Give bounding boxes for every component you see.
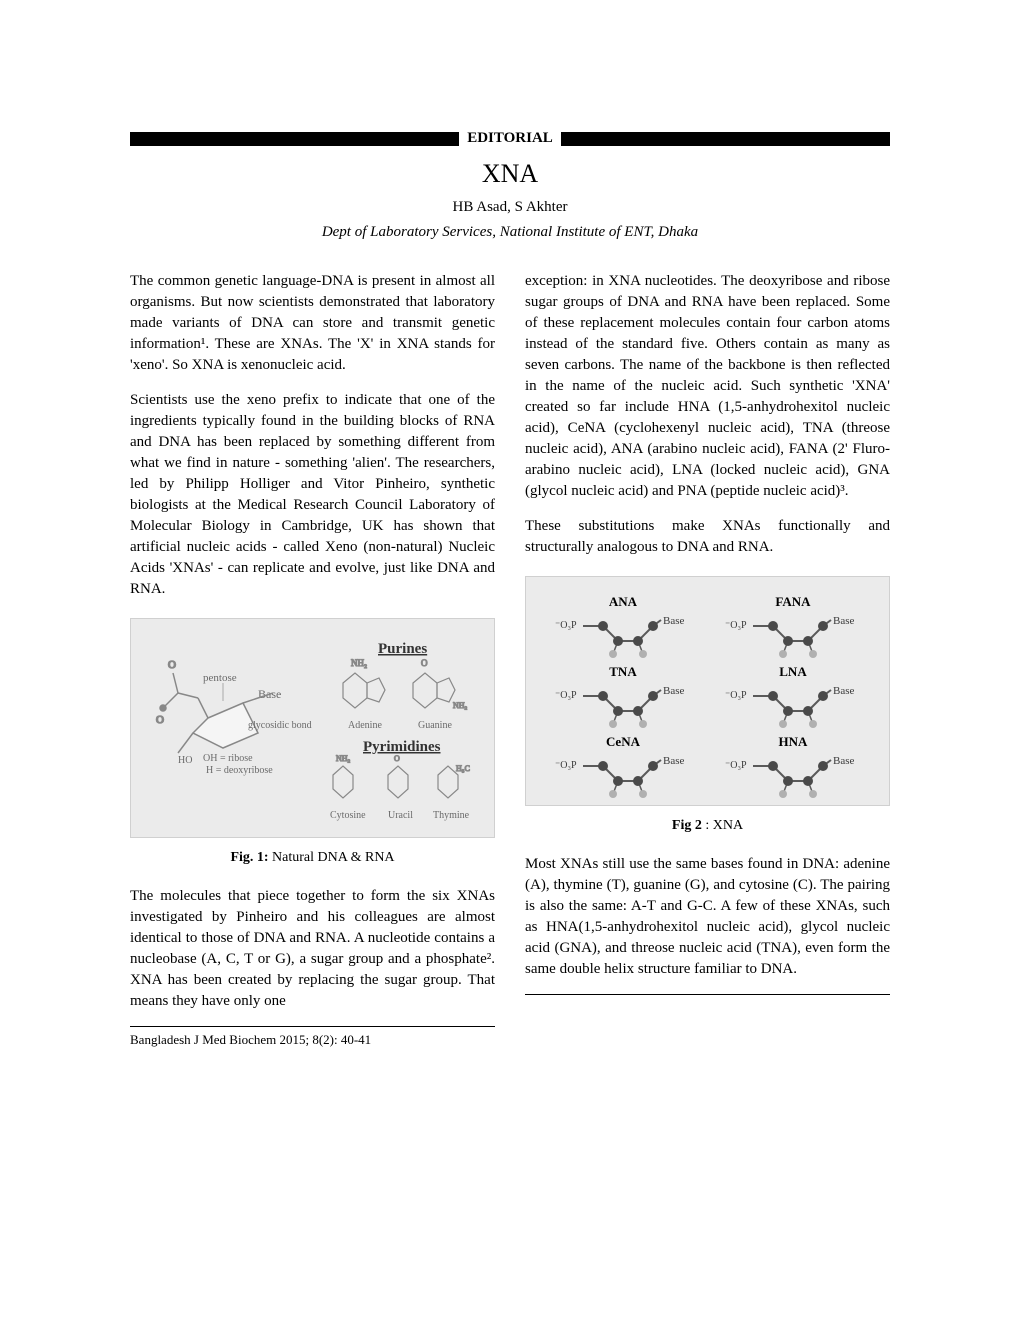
svg-text:FANA: FANA <box>775 594 811 609</box>
banner-bar-right <box>561 132 890 146</box>
para-left-1: The common genetic language-DNA is prese… <box>130 271 495 376</box>
article-title: XNA <box>130 159 890 189</box>
svg-text:Base: Base <box>833 685 855 697</box>
fig1-adenine-label: Adenine <box>348 720 382 731</box>
para-right-1: exception: in XNA nucleotides. The deoxy… <box>525 271 890 502</box>
para-left-3: The molecules that piece together to for… <box>130 886 495 1012</box>
svg-text:NH₂: NH₂ <box>351 658 367 668</box>
svg-text:⁻O₃P: ⁻O₃P <box>725 760 747 771</box>
svg-text:⁻O₃P: ⁻O₃P <box>555 620 577 631</box>
svg-text:NH₂: NH₂ <box>336 754 351 763</box>
svg-text:H₃C: H₃C <box>456 764 470 773</box>
fig1-caption-text: Natural DNA & RNA <box>269 850 395 865</box>
left-column: The common genetic language-DNA is prese… <box>130 271 495 1049</box>
right-column: exception: in XNA nucleotides. The deoxy… <box>525 271 890 1049</box>
svg-text:ANA: ANA <box>608 594 637 609</box>
affiliation: Dept of Laboratory Services, National In… <box>130 224 890 241</box>
editorial-label: EDITORIAL <box>459 130 561 147</box>
svg-text:CeNA: CeNA <box>606 734 641 749</box>
svg-text:HO: HO <box>178 755 192 766</box>
figure-2-container: ANA ⁻O₃P Base FANA ⁻O₃P Base TNA ⁻O₃P Base LNA ⁻O₃… <box>525 576 890 836</box>
article-header: EDITORIAL XNA HB Asad, S Akhter Dept of … <box>130 130 890 241</box>
fig1-guanine-label: Guanine <box>418 720 452 731</box>
fig2-caption-bold: Fig 2 <box>672 818 702 833</box>
fig1-pyrimidines-title: Pyrimidines <box>363 739 441 755</box>
fig1-purines-title: Purines <box>378 641 427 657</box>
para-left-2: Scientists use the xeno prefix to indica… <box>130 390 495 600</box>
svg-text:⁻O₃P: ⁻O₃P <box>725 620 747 631</box>
authors: HB Asad, S Akhter <box>130 199 890 216</box>
svg-text:HNA: HNA <box>778 734 808 749</box>
content-columns: The common genetic language-DNA is prese… <box>130 271 890 1049</box>
figure-2-image: ANA ⁻O₃P Base FANA ⁻O₃P Base TNA ⁻O₃P Base LNA ⁻O₃… <box>525 576 890 806</box>
para-right-3: Most XNAs still use the same bases found… <box>525 854 890 980</box>
svg-text:Base: Base <box>663 685 685 697</box>
fig1-pentose-label: pentose <box>203 672 237 684</box>
svg-text:O: O <box>156 714 164 726</box>
fig1-glycosidic-label: glycosidic bond <box>248 720 312 731</box>
fig1-h-label: H = deoxyribose <box>206 765 273 776</box>
fig1-thymine-label: Thymine <box>433 810 470 821</box>
fig2-caption-text: : XNA <box>702 818 743 833</box>
footer-citation: Bangladesh J Med Biochem 2015; 8(2): 40-… <box>130 1026 495 1049</box>
figure-1-container: O O pentose Base glycosidic bond HO OH =… <box>130 618 495 868</box>
fig1-uracil-label: Uracil <box>388 810 413 821</box>
svg-text:⁻O₃P: ⁻O₃P <box>725 690 747 701</box>
svg-text:⁻O₃P: ⁻O₃P <box>555 690 577 701</box>
svg-text:TNA: TNA <box>609 664 637 679</box>
svg-text:LNA: LNA <box>779 664 807 679</box>
svg-text:Base: Base <box>833 755 855 767</box>
svg-text:NH₂: NH₂ <box>453 701 468 710</box>
svg-text:⁻O₃P: ⁻O₃P <box>555 760 577 771</box>
svg-text:Base: Base <box>833 615 855 627</box>
figure-2-caption: Fig 2 : XNA <box>525 816 890 836</box>
svg-text:O: O <box>421 658 428 668</box>
figure-1-image: O O pentose Base glycosidic bond HO OH =… <box>130 618 495 838</box>
fig1-cytosine-label: Cytosine <box>330 810 366 821</box>
para-right-2: These substitutions make XNAs functional… <box>525 516 890 558</box>
svg-text:Base: Base <box>663 755 685 767</box>
fig1-caption-bold: Fig. 1: <box>230 850 268 865</box>
right-column-divider <box>525 994 890 995</box>
svg-text:O: O <box>168 659 176 671</box>
editorial-banner: EDITORIAL <box>130 130 890 147</box>
figure-1-caption: Fig. 1: Natural DNA & RNA <box>130 848 495 868</box>
banner-bar-left <box>130 132 459 146</box>
fig1-oh-label: OH = ribose <box>203 753 253 764</box>
svg-text:Base: Base <box>663 615 685 627</box>
svg-text:O: O <box>394 754 400 763</box>
